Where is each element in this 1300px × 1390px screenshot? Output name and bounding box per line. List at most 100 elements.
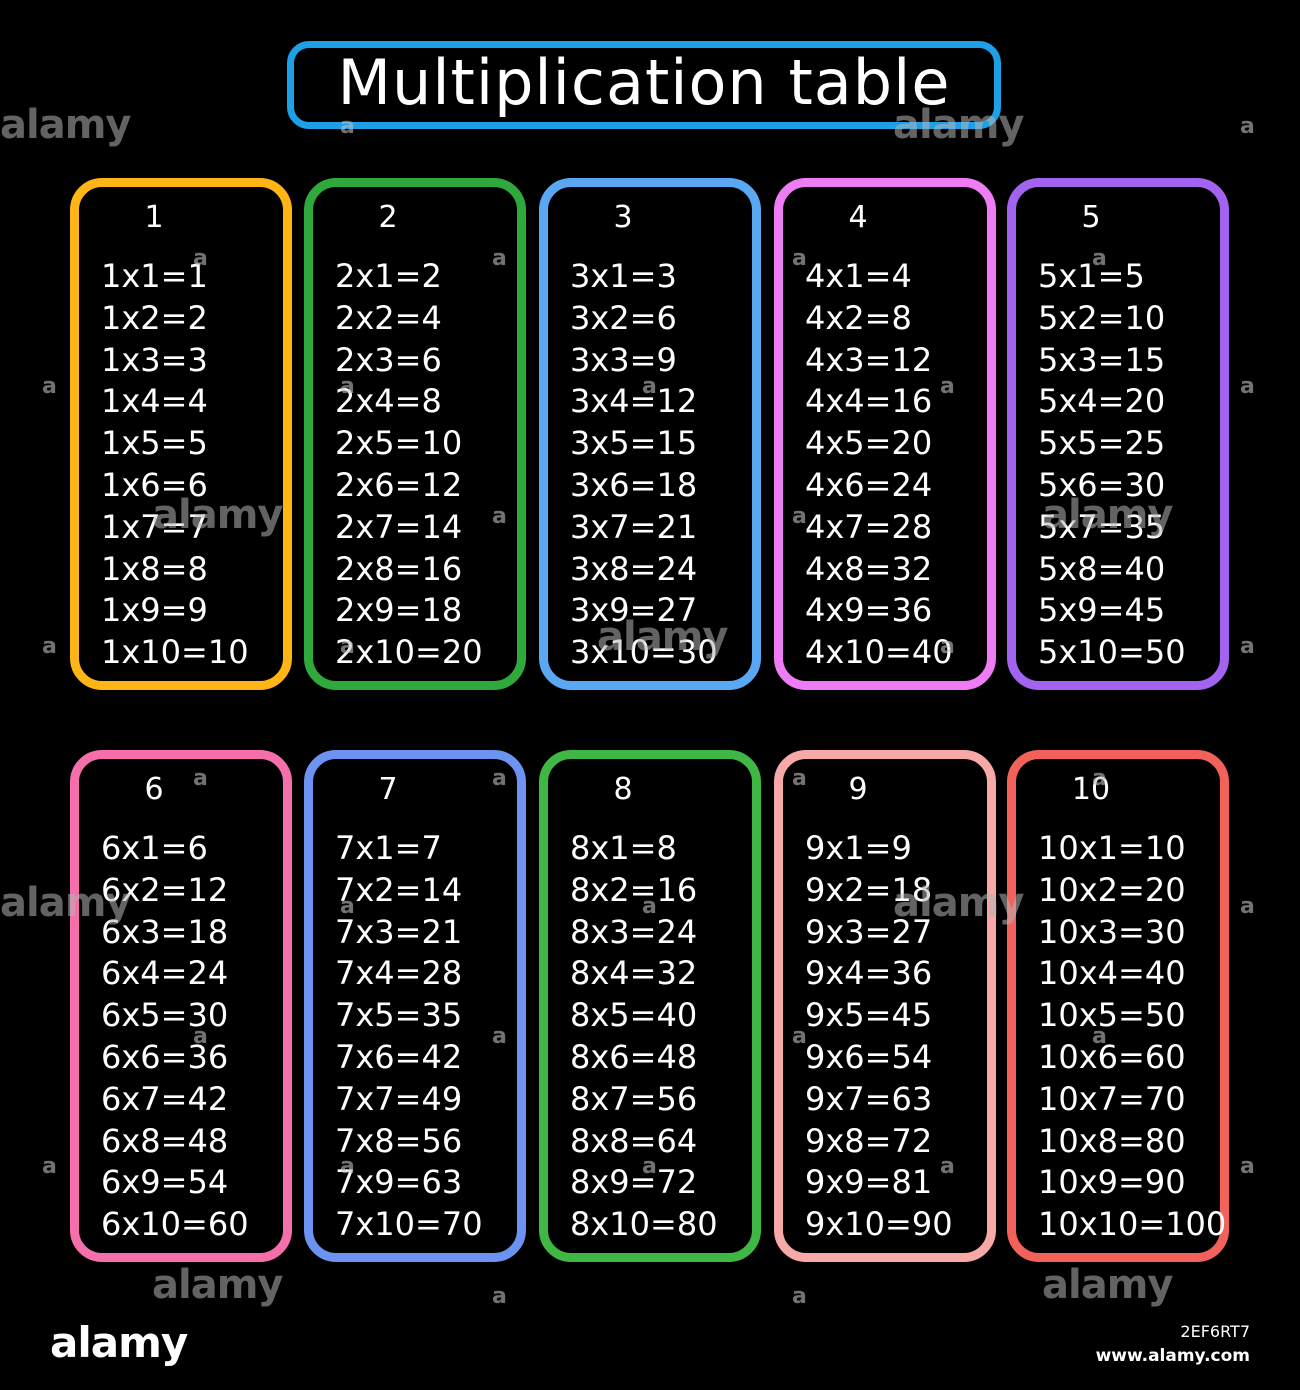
table-row: 1x10=10	[101, 633, 249, 672]
table-row: 8x2=16	[570, 870, 698, 909]
table-row: 4x6=24	[805, 465, 933, 504]
table-row: 10x1=10	[1038, 829, 1186, 867]
table-row: 5x3=15	[1038, 340, 1166, 379]
table-header: 8	[613, 772, 633, 807]
table-row: 10x3=30	[1038, 912, 1186, 951]
footer-logo: alamy	[50, 1318, 188, 1367]
table-card-7: 7 7x1=7 7x2=14 7x3=21 7x4=28 7x5=35 7x6=42 7x7=…	[304, 750, 526, 1262]
table-row: 6x6=36	[101, 1037, 229, 1076]
table-row: 10x2=20	[1038, 870, 1186, 909]
table-row: 4x2=8	[805, 298, 912, 337]
table-row: 5x2=10	[1038, 298, 1166, 337]
table-row: 8x3=24	[570, 912, 698, 951]
table-row: 4x7=28	[805, 507, 933, 546]
table-row: 1x7=7	[101, 507, 208, 546]
table-rows: 7x1=7 7x2=14 7x3=21 7x4=28 7x5=35 7x6=42 7x7=4…	[335, 828, 483, 1246]
watermark: alamy	[152, 1262, 283, 1308]
watermark: alamy	[0, 102, 131, 148]
table-row: 8x5=40	[570, 996, 698, 1035]
table-row: 1x3=3	[101, 340, 208, 379]
table-row: 7x6=42	[335, 1037, 463, 1076]
table-row: 9x7=63	[805, 1079, 933, 1118]
table-row: 3x7=21	[570, 507, 698, 546]
table-header: 4	[848, 200, 868, 235]
table-header: 1	[144, 200, 164, 235]
table-rows: 5x1=5 5x2=10 5x3=15 5x4=20 5x5=25 5x6=30 5x7=3…	[1038, 256, 1186, 674]
table-row: 1x6=6	[101, 465, 208, 504]
page-title: Multiplication table	[337, 46, 951, 119]
table-header: 6	[144, 772, 164, 807]
table-card-6: 6 6x1=6 6x2=12 6x3=18 6x4=24 6x5=30 6x6=36 6x7=…	[70, 750, 292, 1262]
watermark-mark: a	[1240, 634, 1255, 659]
table-row: 3x4=12	[570, 382, 698, 421]
table-rows: 2x1=2 2x2=4 2x3=6 2x4=8 2x5=10 2x6=12 2x7=14 2x…	[335, 256, 483, 674]
table-row: 9x10=90	[805, 1205, 953, 1244]
table-row: 6x9=54	[101, 1163, 229, 1202]
table-row: 5x1=5	[1038, 257, 1145, 295]
table-row: 9x2=18	[805, 870, 933, 909]
table-row: 10x8=80	[1038, 1121, 1186, 1160]
table-row: 7x2=14	[335, 870, 463, 909]
table-row: 9x3=27	[805, 912, 933, 951]
table-header: 9	[848, 772, 868, 807]
table-row: 10x10=100	[1038, 1205, 1227, 1244]
table-header: 10	[1071, 772, 1111, 807]
table-card-10: 10 10x1=10 10x2=20 10x3=30 10x4=40 10x5=50 10x…	[1007, 750, 1229, 1262]
table-row: 8x8=64	[570, 1121, 698, 1160]
watermark: alamy	[1042, 1262, 1173, 1308]
table-card-4: 4 4x1=4 4x2=8 4x3=12 4x4=16 4x5=20 4x6=24 4x7=2…	[774, 178, 996, 690]
table-header: 2	[378, 200, 398, 235]
watermark-mark: a	[42, 634, 57, 659]
table-row: 1x9=9	[101, 591, 208, 630]
table-row: 4x8=32	[805, 549, 933, 588]
table-row: 5x6=30	[1038, 465, 1166, 504]
table-rows: 1x1=1 1x2=2 1x3=3 1x4=4 1x5=5 1x6=6 1x7=7 1x8=8…	[101, 256, 249, 674]
table-row: 4x3=12	[805, 340, 933, 379]
table-row: 4x10=40	[805, 633, 953, 672]
table-row: 6x7=42	[101, 1079, 229, 1118]
table-row: 7x8=56	[335, 1121, 463, 1160]
table-row: 3x10=30	[570, 633, 718, 672]
table-rows: 8x1=8 8x2=16 8x3=24 8x4=32 8x5=40 8x6=48 8x7=5…	[570, 828, 718, 1246]
table-row: 3x5=15	[570, 424, 698, 463]
table-row: 1x2=2	[101, 298, 208, 337]
table-row: 5x8=40	[1038, 549, 1166, 588]
table-row: 3x6=18	[570, 465, 698, 504]
table-row: 2x6=12	[335, 465, 463, 504]
table-row: 6x3=18	[101, 912, 229, 951]
table-row: 8x1=8	[570, 829, 677, 867]
table-row: 7x5=35	[335, 996, 463, 1035]
table-row: 5x5=25	[1038, 424, 1166, 463]
table-row: 7x4=28	[335, 954, 463, 993]
table-card-8: 8 8x1=8 8x2=16 8x3=24 8x4=32 8x5=40 8x6=48 8x7=…	[539, 750, 761, 1262]
table-row: 4x9=36	[805, 591, 933, 630]
table-row: 6x5=30	[101, 996, 229, 1035]
table-header: 5	[1081, 200, 1101, 235]
table-row: 10x4=40	[1038, 954, 1186, 993]
watermark-mark: a	[42, 1154, 57, 1179]
table-card-3: 3 3x1=3 3x2=6 3x3=9 3x4=12 3x5=15 3x6=18 3x7=21…	[539, 178, 761, 690]
table-row: 10x5=50	[1038, 996, 1186, 1035]
table-card-2: 2 2x1=2 2x2=4 2x3=6 2x4=8 2x5=10 2x6=12 2x7=14 2…	[304, 178, 526, 690]
table-header: 3	[613, 200, 633, 235]
table-row: 2x4=8	[335, 382, 442, 421]
footer-image-id: 2EF6RT7	[1180, 1322, 1250, 1341]
table-row: 4x4=16	[805, 382, 933, 421]
title-box: Multiplication table	[287, 41, 1001, 129]
table-row: 10x9=90	[1038, 1163, 1186, 1202]
table-row: 1x4=4	[101, 382, 208, 421]
footer-url: www.alamy.com	[1095, 1346, 1250, 1366]
table-row: 7x10=70	[335, 1205, 483, 1244]
table-row: 9x9=81	[805, 1163, 933, 1202]
table-row: 1x8=8	[101, 549, 208, 588]
table-row: 8x6=48	[570, 1037, 698, 1076]
table-row: 6x8=48	[101, 1121, 229, 1160]
table-card-1: 1 1x1=1 1x2=2 1x3=3 1x4=4 1x5=5 1x6=6 1x7=7 1x8=…	[70, 178, 292, 690]
table-row: 6x2=12	[101, 870, 229, 909]
table-row: 2x10=20	[335, 633, 483, 672]
table-row: 6x1=6	[101, 829, 208, 867]
table-rows: 6x1=6 6x2=12 6x3=18 6x4=24 6x5=30 6x6=36 6x7=4…	[101, 828, 249, 1246]
table-row: 2x3=6	[335, 340, 442, 379]
table-row: 9x4=36	[805, 954, 933, 993]
table-row: 4x5=20	[805, 424, 933, 463]
